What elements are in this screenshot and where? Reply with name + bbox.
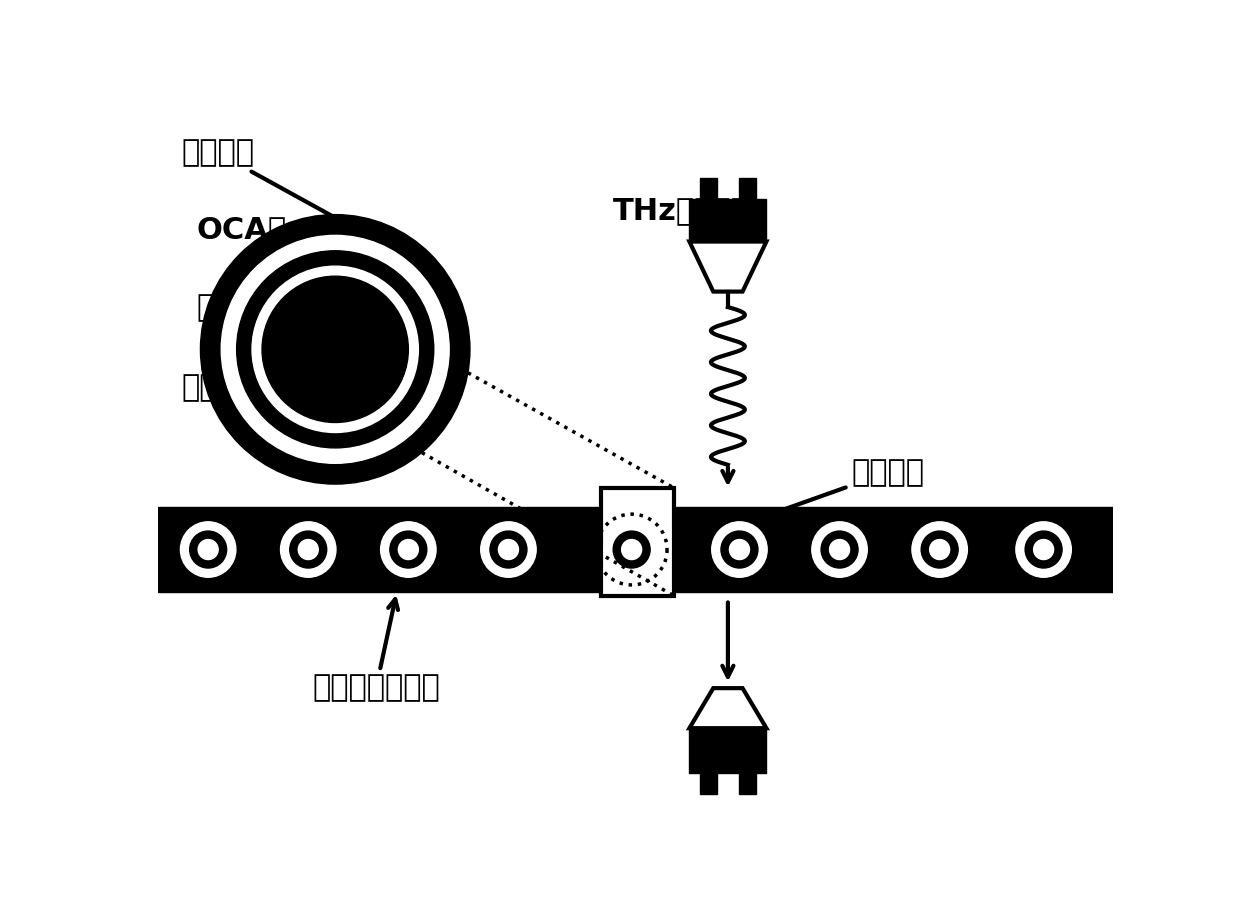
Circle shape: [290, 531, 326, 568]
Circle shape: [198, 539, 218, 560]
Circle shape: [604, 522, 660, 577]
Circle shape: [712, 522, 768, 577]
Circle shape: [621, 539, 641, 560]
Bar: [701, 178, 717, 199]
Circle shape: [181, 522, 236, 577]
Circle shape: [490, 531, 527, 568]
Circle shape: [821, 531, 858, 568]
Circle shape: [280, 522, 336, 577]
Circle shape: [720, 531, 758, 568]
Bar: [689, 728, 766, 773]
Text: 细胞微滴: 细胞微滴: [681, 458, 924, 547]
Text: OCA层: OCA层: [197, 216, 362, 253]
Circle shape: [221, 235, 449, 463]
Circle shape: [252, 266, 418, 432]
Polygon shape: [689, 688, 766, 728]
Circle shape: [498, 539, 518, 560]
Text: 微流道壁: 微流道壁: [181, 138, 445, 278]
Circle shape: [911, 522, 967, 577]
Circle shape: [812, 522, 867, 577]
Bar: [739, 773, 755, 795]
Bar: [739, 178, 755, 199]
Bar: [601, 488, 675, 596]
Text: THz检测模块: THz检测模块: [613, 196, 749, 225]
Circle shape: [201, 215, 470, 484]
Circle shape: [262, 277, 408, 422]
Circle shape: [237, 251, 434, 448]
Polygon shape: [689, 242, 766, 291]
Circle shape: [921, 531, 959, 568]
Circle shape: [1016, 522, 1071, 577]
Text: 微流体检测通道: 微流体检测通道: [312, 599, 440, 703]
Circle shape: [381, 522, 436, 577]
Circle shape: [1025, 531, 1063, 568]
Circle shape: [190, 531, 227, 568]
Circle shape: [389, 531, 427, 568]
Circle shape: [613, 531, 650, 568]
Bar: [701, 773, 717, 795]
Bar: [689, 199, 766, 242]
Circle shape: [930, 539, 950, 560]
Circle shape: [299, 539, 319, 560]
Text: 细胞A: 细胞A: [197, 292, 279, 337]
Bar: [157, 507, 1114, 592]
Circle shape: [481, 522, 536, 577]
Circle shape: [1034, 539, 1054, 560]
Text: 细胞外水层: 细胞外水层: [181, 373, 405, 402]
Circle shape: [729, 539, 749, 560]
Circle shape: [398, 539, 418, 560]
Circle shape: [830, 539, 849, 560]
